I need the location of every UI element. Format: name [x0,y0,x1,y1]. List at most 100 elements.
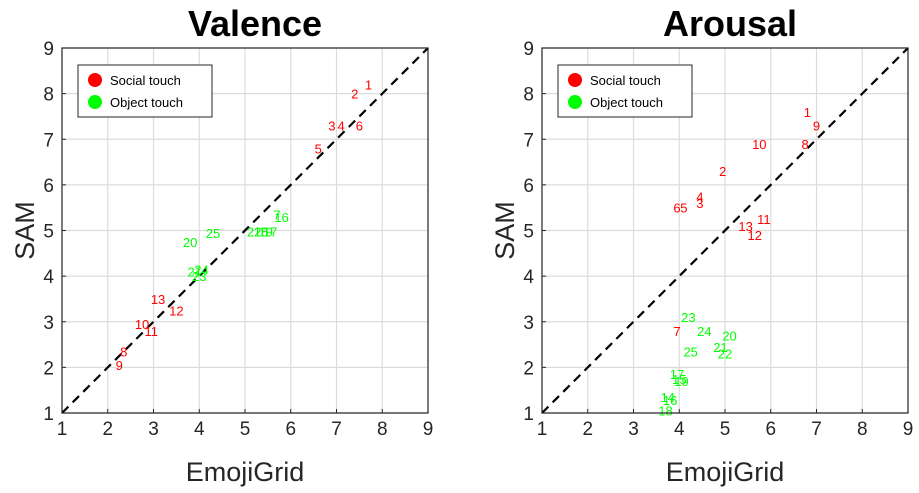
data-point-label: 10 [752,137,766,152]
y-tick-label: 1 [43,404,54,425]
data-point-label: 3 [328,119,335,134]
x-tick-label: 5 [240,419,251,440]
x-tick-label: 6 [285,419,296,440]
data-point-label: 2 [351,87,358,102]
legend-marker [568,95,582,109]
y-tick-label: 6 [43,176,54,197]
data-point-label: 25 [206,226,220,241]
data-point-label: 7 [273,208,280,223]
y-tick-label: 2 [43,358,54,379]
data-point-label: 2 [719,164,726,179]
y-tick-label: 9 [43,39,54,60]
data-point-label: 17 [670,367,684,382]
x-axis-label: EmojiGrid [186,457,305,487]
legend-box [557,64,693,118]
data-point-label: 4 [696,189,703,204]
data-point-label: 21 [713,340,727,355]
data-point-label: 17 [263,224,277,239]
x-tick-label: 9 [423,419,434,440]
data-point-label: 13 [738,219,752,234]
data-point-label: 1 [804,105,811,120]
data-point-label: 19 [258,224,272,239]
x-tick-label: 3 [628,419,639,440]
y-tick-label: 7 [523,130,534,151]
x-tick-label: 4 [194,419,205,440]
data-point-label: 9 [813,119,820,134]
data-point-label: 16 [274,210,288,225]
y-tick-label: 4 [523,267,534,288]
x-tick-label: 1 [57,419,68,440]
x-tick-label: 1 [537,419,548,440]
legend: Social touch Object touch [557,64,693,118]
data-point-label: 8 [120,344,127,359]
data-point-label: 18 [658,404,672,419]
data-point-label: 22 [718,347,732,362]
x-tick-label: 8 [857,419,868,440]
legend-entry: Social touch [110,73,181,88]
data-point-label: 24 [194,262,208,277]
x-tick-label: 4 [674,419,685,440]
x-tick-label: 6 [765,419,776,440]
x-tick-label: 9 [903,419,914,440]
data-point-label: 24 [697,324,711,339]
y-axis-label: SAM [490,201,520,260]
data-point-label: 9 [116,358,123,373]
legend-entry: Object touch [590,95,663,110]
x-tick-label: 2 [582,419,593,440]
data-point-label: 11 [757,212,771,227]
data-point-label: 13 [151,292,165,307]
y-tick-label: 3 [523,313,534,334]
y-tick-label: 4 [43,267,54,288]
data-point-label: 10 [135,317,149,332]
y-tick-label: 5 [43,222,54,243]
x-tick-label: 3 [148,419,159,440]
data-point-label: 5 [315,141,322,156]
data-point-label: 15 [672,372,686,387]
legend-marker [88,73,102,87]
y-tick-label: 1 [523,404,534,425]
y-tick-label: 9 [523,39,534,60]
data-point-label: 20 [722,328,736,343]
y-tick-label: 6 [523,176,534,197]
data-point-label: 21 [187,265,201,280]
data-point-label: 4 [337,119,344,134]
data-point-label: 12 [748,228,762,243]
data-point-label: 22 [247,224,261,239]
data-point-label: 25 [683,344,697,359]
legend-box [77,64,213,118]
y-tick-label: 2 [523,358,534,379]
chart-title: Valence [188,3,322,44]
data-point-label: 5 [680,201,687,216]
data-point-label: 23 [681,310,695,325]
data-point-label: 20 [183,235,197,250]
data-point-label: 3 [696,196,703,211]
data-point-label: 7 [673,324,680,339]
y-tick-label: 7 [43,130,54,151]
data-point-label: 6 [356,119,363,134]
legend-marker [568,73,582,87]
data-point-label: 19 [674,374,688,389]
identity-line [541,47,909,414]
data-point-label: 12 [169,303,183,318]
data-point-label: 6 [673,201,680,216]
y-tick-label: 8 [523,85,534,106]
x-tick-label: 5 [720,419,731,440]
y-tick-label: 3 [43,313,54,334]
x-tick-label: 2 [102,419,113,440]
y-axis-label: SAM [10,201,40,260]
axes-frame [541,47,909,414]
legend-entry: Social touch [590,73,661,88]
data-point-label: 23 [192,269,206,284]
data-point-label: 18 [254,224,268,239]
legend-marker [88,95,102,109]
x-tick-label: 7 [331,419,342,440]
x-axis-label: EmojiGrid [666,457,785,487]
data-point-label: 14 [661,390,675,405]
data-point-label: 11 [144,324,158,339]
identity-line [61,47,429,414]
data-point-label: 8 [801,137,808,152]
axes-frame [61,47,429,414]
